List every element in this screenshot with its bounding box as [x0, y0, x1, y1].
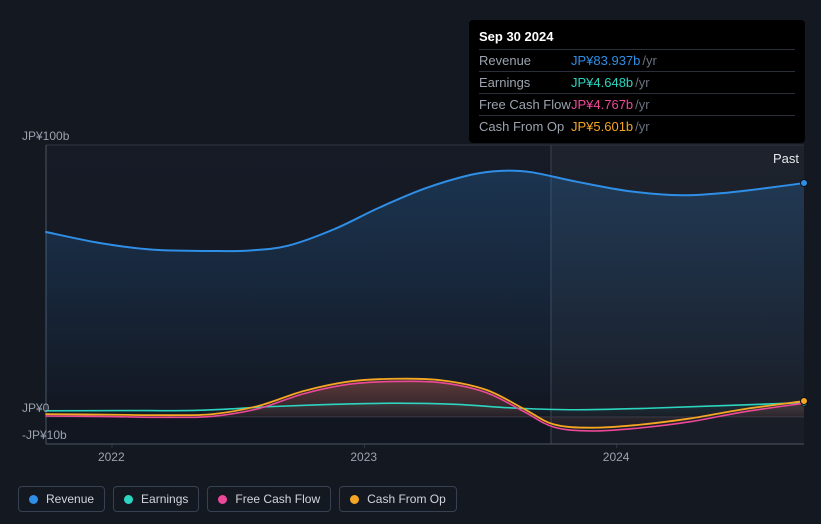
legend-swatch [29, 495, 38, 504]
legend-label: Earnings [141, 492, 188, 506]
y-axis-label: JP¥100b [22, 129, 69, 143]
x-axis-label: 2023 [350, 450, 377, 464]
y-axis-label: JP¥0 [22, 401, 49, 415]
tooltip-row-revenue: Revenue JP¥83.937b/yr [479, 49, 795, 71]
y-axis-label: -JP¥10b [22, 428, 67, 442]
past-period-label: Past [773, 151, 799, 166]
tooltip-label: Revenue [479, 53, 571, 68]
x-axis-label: 2024 [603, 450, 630, 464]
tooltip-unit: /yr [635, 119, 649, 134]
legend-label: Free Cash Flow [235, 492, 320, 506]
legend-swatch [350, 495, 359, 504]
legend-item-fcf[interactable]: Free Cash Flow [207, 486, 331, 512]
tooltip-unit: /yr [635, 97, 649, 112]
tooltip-value: JP¥4.648b [571, 75, 633, 90]
legend-swatch [124, 495, 133, 504]
tooltip-row-cashop: Cash From Op JP¥5.601b/yr [479, 115, 795, 137]
tooltip-value: JP¥4.767b [571, 97, 633, 112]
tooltip-unit: /yr [635, 75, 649, 90]
chart-legend: Revenue Earnings Free Cash Flow Cash Fro… [18, 486, 457, 512]
legend-item-revenue[interactable]: Revenue [18, 486, 105, 512]
tooltip-value: JP¥83.937b [571, 53, 640, 68]
data-tooltip: Sep 30 2024 Revenue JP¥83.937b/yr Earnin… [469, 20, 805, 143]
legend-swatch [218, 495, 227, 504]
tooltip-date: Sep 30 2024 [479, 26, 795, 49]
x-axis-label: 2022 [98, 450, 125, 464]
legend-item-earnings[interactable]: Earnings [113, 486, 199, 512]
legend-label: Cash From Op [367, 492, 446, 506]
legend-item-cashop[interactable]: Cash From Op [339, 486, 457, 512]
tooltip-value: JP¥5.601b [571, 119, 633, 134]
legend-label: Revenue [46, 492, 94, 506]
tooltip-unit: /yr [642, 53, 656, 68]
tooltip-label: Cash From Op [479, 119, 571, 134]
tooltip-row-earnings: Earnings JP¥4.648b/yr [479, 71, 795, 93]
tooltip-row-fcf: Free Cash Flow JP¥4.767b/yr [479, 93, 795, 115]
tooltip-label: Earnings [479, 75, 571, 90]
tooltip-label: Free Cash Flow [479, 97, 571, 112]
